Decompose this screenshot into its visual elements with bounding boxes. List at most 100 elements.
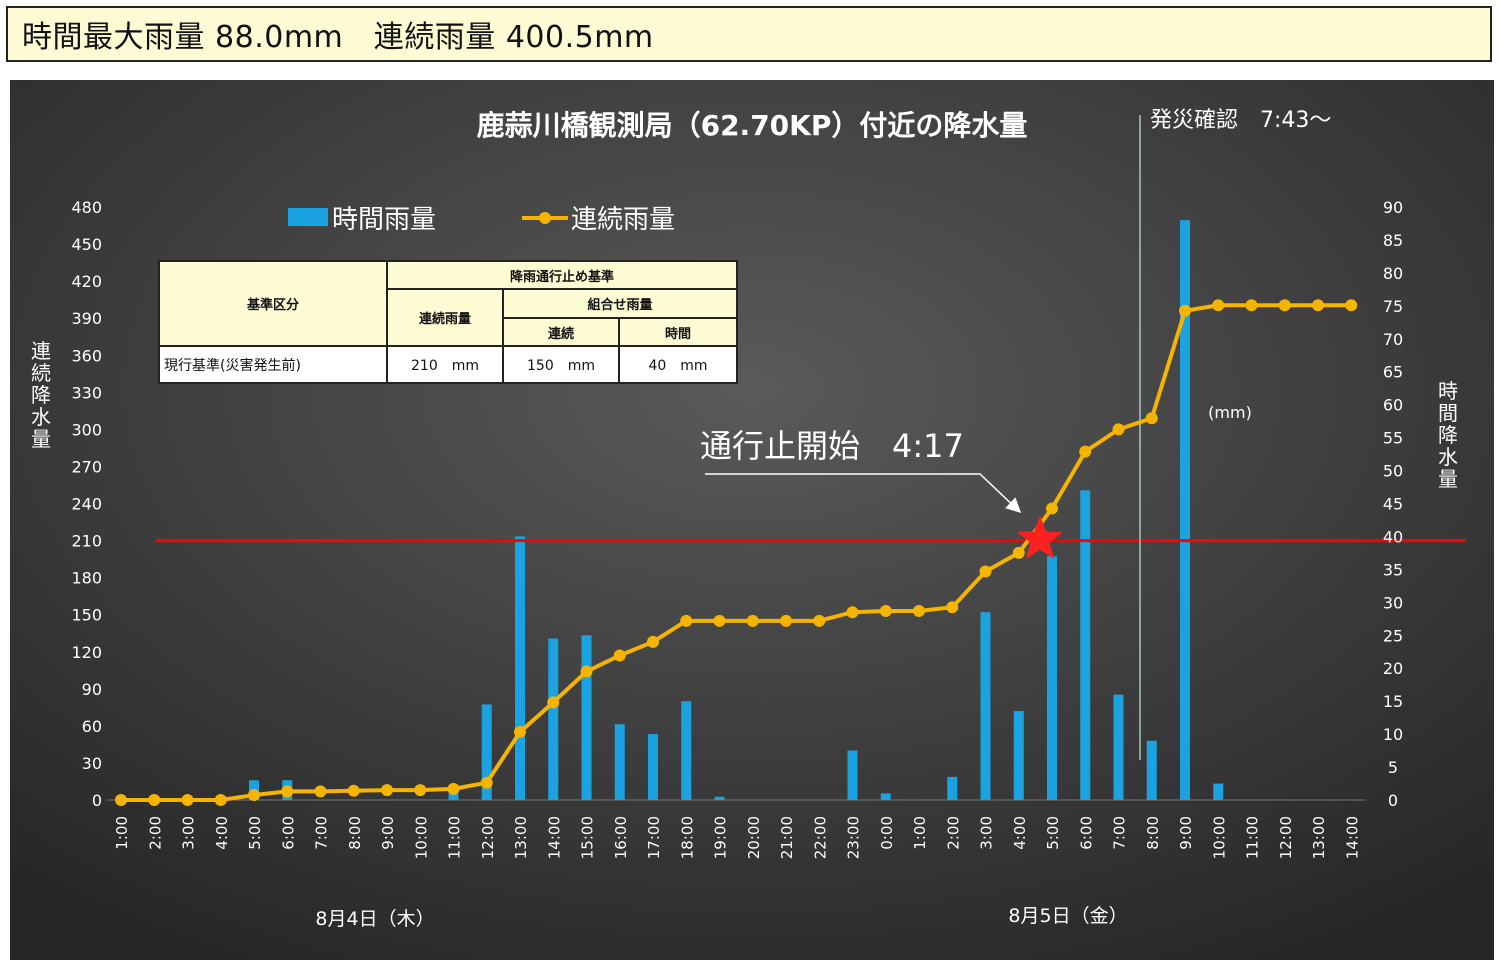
- continuous-rain-point: [148, 794, 161, 806]
- x-tick-label: 4:00: [1011, 816, 1029, 850]
- y-left-tick-label: 0: [92, 791, 102, 810]
- x-tick-label: 11:00: [1244, 816, 1262, 859]
- legend-line-label: 連続雨量: [571, 205, 675, 235]
- y-right-axis-label: 時間降水量: [1438, 379, 1458, 491]
- continuous-rain-point: [1145, 412, 1158, 425]
- continuous-rain-point: [181, 794, 194, 806]
- hourly-rain-bar: [581, 635, 592, 800]
- criteria-row-combo-continuous: 150 mm: [502, 345, 620, 384]
- hourly-rain-bar: [1080, 490, 1091, 800]
- x-tick-label: 22:00: [811, 816, 829, 859]
- y-right-tick-label: 15: [1383, 692, 1403, 711]
- continuous-rain-point: [879, 604, 892, 617]
- closure-annotation: 通行止開始 4:17: [700, 427, 964, 465]
- summary-banner: 時間最大雨量 88.0mm 連続雨量 400.5mm: [6, 6, 1492, 62]
- hourly-rain-bar: [714, 796, 725, 800]
- continuous-rain-point: [1245, 299, 1258, 312]
- y-right-tick-label: 65: [1383, 363, 1403, 382]
- y-right-tick-label: 20: [1383, 659, 1403, 678]
- continuous-rain-point: [680, 614, 693, 627]
- continuous-rain-point: [1278, 299, 1291, 312]
- criteria-header-combo: 組合せ雨量: [501, 288, 739, 319]
- x-tick-label: 0:00: [878, 816, 896, 850]
- continuous-rain-point: [447, 782, 460, 795]
- continuous-rain-point: [1112, 423, 1125, 436]
- y-left-tick-label: 150: [71, 606, 102, 625]
- chart-background: [10, 80, 1494, 960]
- y-right-tick-label: 90: [1383, 198, 1403, 217]
- hourly-rain-bar: [481, 704, 492, 800]
- y-left-tick-label: 120: [71, 643, 102, 662]
- y-right-tick-label: 50: [1383, 462, 1403, 481]
- continuous-rain-point: [846, 606, 859, 619]
- y-left-tick-label: 480: [71, 198, 102, 217]
- continuous-rain-point: [647, 635, 659, 648]
- x-tick-label: 5:00: [1044, 816, 1062, 850]
- continuous-rain-point: [1046, 502, 1058, 515]
- y-left-tick-label: 300: [71, 420, 102, 439]
- continuous-rain-point: [1079, 445, 1092, 458]
- x-tick-label: 2:00: [944, 816, 962, 850]
- legend-bar-label: 時間雨量: [332, 205, 436, 235]
- x-tick-label: 10:00: [1210, 816, 1228, 859]
- continuous-rain-point: [1345, 299, 1358, 312]
- y-right-tick-label: 30: [1383, 593, 1403, 612]
- criteria-header-continuous: 連続雨量: [386, 288, 504, 348]
- y-right-tick-label: 45: [1383, 495, 1403, 514]
- y-right-tick-label: 60: [1383, 396, 1403, 415]
- closure-star-marker: [1017, 515, 1063, 559]
- x-tick-label: 6:00: [1077, 816, 1095, 850]
- y-left-tick-label: 210: [71, 532, 102, 551]
- y-left-tick-label: 240: [71, 495, 102, 514]
- x-tick-label: 8:00: [1144, 816, 1162, 850]
- x-tick-label: 7:00: [1111, 816, 1129, 850]
- x-tick-label: 20:00: [745, 816, 763, 859]
- continuous-rain-point: [913, 604, 925, 617]
- continuous-rain-point: [713, 614, 726, 627]
- continuous-rain-point: [381, 784, 393, 797]
- legend-line-marker: [539, 212, 551, 224]
- x-tick-label: 11:00: [446, 816, 464, 859]
- y-right-unit-label: (mm): [1208, 403, 1252, 422]
- hourly-rain-bar: [847, 750, 858, 800]
- x-tick-label: 9:00: [1177, 816, 1195, 850]
- hourly-rain-bar: [1113, 694, 1124, 800]
- continuous-rain-point: [946, 601, 959, 614]
- x-tick-label: 1:00: [911, 816, 929, 850]
- y-left-tick-label: 420: [71, 272, 102, 291]
- summary-text: 時間最大雨量 88.0mm 連続雨量 400.5mm: [22, 20, 654, 55]
- y-left-tick-label: 270: [71, 457, 102, 476]
- y-left-axis-label: 連続降水量: [31, 339, 51, 451]
- continuous-rain-point: [281, 785, 294, 798]
- x-tick-label: 3:00: [180, 816, 198, 850]
- x-tick-label: 2:00: [146, 816, 164, 850]
- x-tick-label: 21:00: [778, 816, 796, 859]
- continuous-rain-point: [248, 789, 260, 802]
- hourly-rain-bar: [448, 790, 459, 800]
- continuous-rain-point: [746, 614, 759, 627]
- x-tick-label: 18:00: [678, 816, 696, 859]
- continuous-rain-point: [979, 565, 992, 578]
- x-tick-label: 15:00: [579, 816, 597, 859]
- hourly-rain-bar: [1213, 783, 1224, 800]
- hourly-rain-bar: [1013, 711, 1024, 800]
- continuous-rain-point: [1179, 304, 1191, 317]
- x-tick-label: 8:00: [346, 816, 364, 850]
- hourly-rain-bar: [947, 776, 958, 800]
- x-tick-label: 12:00: [1277, 816, 1295, 859]
- continuous-rain-point: [514, 726, 526, 739]
- continuous-rain-point: [414, 784, 427, 797]
- hourly-rain-bar: [1047, 556, 1057, 800]
- x-tick-label: 12:00: [479, 816, 497, 859]
- continuous-rain-point: [613, 649, 626, 662]
- continuous-rain-point: [115, 794, 127, 806]
- chart-panel: 鹿蒜川橋観測局（62.70KP）付近の降水量 0 30 60 90 120 150 180 21…: [10, 80, 1494, 960]
- continuous-rain-point: [1312, 299, 1324, 312]
- chart-title: 鹿蒜川橋観測局（62.70KP）付近の降水量: [477, 109, 1028, 142]
- y-right-tick-label: 55: [1383, 429, 1403, 448]
- x-tick-label: 14:00: [545, 816, 563, 859]
- y-right-tick-label: 35: [1383, 560, 1403, 579]
- continuous-rain-point: [314, 785, 327, 798]
- rainfall-chart: 鹿蒜川橋観測局（62.70KP）付近の降水量030609012015018021…: [10, 80, 1494, 960]
- x-tick-label: 7:00: [313, 816, 331, 850]
